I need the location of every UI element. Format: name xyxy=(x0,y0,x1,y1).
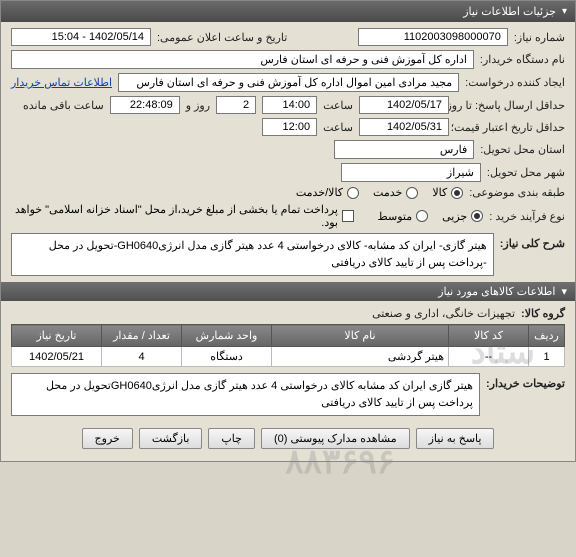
announce-value: 1402/05/14 - 15:04 xyxy=(11,28,151,46)
attachments-button[interactable]: مشاهده مدارک پیوستی (0) xyxy=(261,428,410,449)
deadline-suffix: ساعت باقی مانده xyxy=(23,99,104,112)
radio-icon xyxy=(406,187,418,199)
content-area: ستاد ۸۸۳۶۹۶ شماره نیاز: 1102003098000070… xyxy=(1,22,575,461)
col-unit: واحد شمارش xyxy=(182,325,272,347)
req-number-label: شماره نیاز: xyxy=(514,31,565,44)
process-opt-minor[interactable]: جزیی xyxy=(442,210,483,223)
col-name: نام کالا xyxy=(272,325,449,347)
province-label: استان محل تحویل: xyxy=(480,143,565,156)
col-qty: تعداد / مقدار xyxy=(102,325,182,347)
radio-icon xyxy=(451,187,463,199)
deadline-remain-time: 22:48:09 xyxy=(110,96,180,114)
treasury-checkbox[interactable]: پرداخت تمام یا بخشی از مبلغ خرید،از محل … xyxy=(11,203,354,229)
validity-time-label: ساعت xyxy=(323,121,353,134)
radio-icon xyxy=(471,210,483,222)
contact-link[interactable]: اطلاعات تماس خریدار xyxy=(11,76,112,89)
col-row: ردیف xyxy=(529,325,565,347)
col-date: تاریخ نیاز xyxy=(12,325,102,347)
radio-icon xyxy=(416,210,428,222)
buyer-org-label: نام دستگاه خریدار: xyxy=(480,53,565,66)
deadline-label: حداقل ارسال پاسخ: تا روز؛ تا تاریخ: xyxy=(455,99,565,112)
col-code: کد کالا xyxy=(449,325,529,347)
validity-date: 1402/05/31 xyxy=(359,118,449,136)
group-label: گروه کالا: xyxy=(521,307,565,320)
back-button[interactable]: بازگشت xyxy=(139,428,203,449)
category-label: طبقه بندی موضوعی: xyxy=(469,186,565,199)
requester-value: مجید مرادی امین اموال اداره کل آموزش فنی… xyxy=(118,73,459,92)
process-label: نوع فرآیند خرید : xyxy=(489,210,565,223)
req-number-value: 1102003098000070 xyxy=(358,28,508,46)
group-value: تجهیزات خانگی، اداری و صنعتی xyxy=(372,307,515,320)
table-row[interactable]: 1 -- هیتر گردشی دستگاه 4 1402/05/21 xyxy=(12,347,565,367)
items-table: ردیف کد کالا نام کالا واحد شمارش تعداد /… xyxy=(11,324,565,367)
button-bar: پاسخ به نیاز مشاهده مدارک پیوستی (0) چاپ… xyxy=(11,420,565,453)
category-opt-khedmat[interactable]: خدمت xyxy=(373,186,418,199)
buyer-notes-label: توضیحات خریدار: xyxy=(486,373,565,390)
checkbox-icon xyxy=(342,210,354,222)
chevron-down-icon: ▾ xyxy=(562,6,567,17)
category-radio-group: کالا خدمت کالا/خدمت xyxy=(296,186,463,199)
validity-time: 12:00 xyxy=(262,118,317,136)
table-header-row: ردیف کد کالا نام کالا واحد شمارش تعداد /… xyxy=(12,325,565,347)
titlebar-text: جزئیات اطلاعات نیاز xyxy=(463,5,556,18)
reply-button[interactable]: پاسخ به نیاز xyxy=(416,428,495,449)
deadline-days: 2 xyxy=(216,96,256,114)
exit-button[interactable]: خروج xyxy=(82,428,133,449)
deadline-date: 1402/05/17 xyxy=(359,96,449,114)
radio-icon xyxy=(347,187,359,199)
chevron-down-icon: ▾ xyxy=(561,285,567,298)
process-radio-group: جزیی متوسط xyxy=(378,210,484,223)
requirement-details-window: ▾ جزئیات اطلاعات نیاز ستاد ۸۸۳۶۹۶ شماره … xyxy=(0,0,576,462)
requester-label: ایجاد کننده درخواست: xyxy=(465,76,565,89)
announce-label: تاریخ و ساعت اعلان عمومی: xyxy=(157,31,287,44)
city-label: شهر محل تحویل: xyxy=(487,166,565,179)
deadline-time-label: ساعت xyxy=(323,99,353,112)
validity-label: حداقل تاریخ اعتبار قیمت؛ تا تاریخ: xyxy=(455,121,565,134)
buyer-notes-text: هیتر گازی ایران کد مشابه کالای درخواستی … xyxy=(11,373,480,416)
print-button[interactable]: چاپ xyxy=(208,428,255,449)
city-value: شیراز xyxy=(341,163,481,182)
deadline-time: 14:00 xyxy=(262,96,317,114)
items-section-header: ▾ اطلاعات کالاهای مورد نیاز xyxy=(1,282,575,301)
province-value: فارس xyxy=(334,140,474,159)
deadline-roz: روز و xyxy=(186,99,210,112)
category-opt-kala[interactable]: کالا xyxy=(432,186,463,199)
titlebar: ▾ جزئیات اطلاعات نیاز xyxy=(1,1,575,22)
process-opt-medium[interactable]: متوسط xyxy=(378,210,429,223)
buyer-org-value: اداره کل آموزش فنی و حرفه ای استان فارس xyxy=(11,50,474,69)
category-opt-both[interactable]: کالا/خدمت xyxy=(296,186,359,199)
summary-label: شرح کلی نیاز: xyxy=(500,233,565,250)
summary-text: هیتر گازی- ایران کد مشابه- کالای درخواست… xyxy=(11,233,494,276)
